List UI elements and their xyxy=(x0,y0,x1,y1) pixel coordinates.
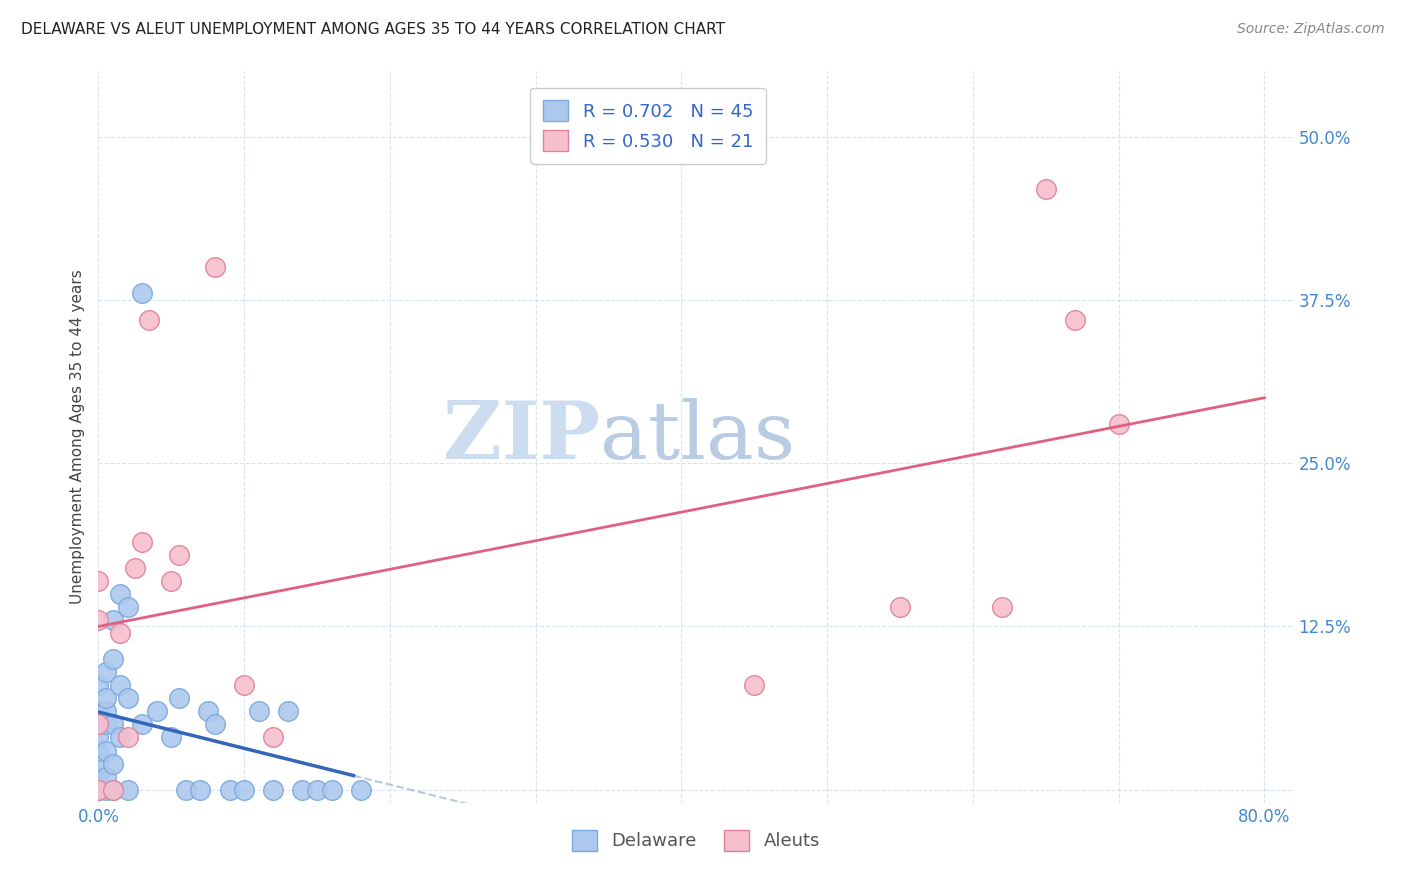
Point xyxy=(305,782,328,797)
Point xyxy=(1035,182,1057,196)
Point xyxy=(1064,312,1087,326)
Point xyxy=(167,548,190,562)
Point xyxy=(110,678,132,692)
Point xyxy=(131,534,153,549)
Text: DELAWARE VS ALEUT UNEMPLOYMENT AMONG AGES 35 TO 44 YEARS CORRELATION CHART: DELAWARE VS ALEUT UNEMPLOYMENT AMONG AGE… xyxy=(21,22,725,37)
Point xyxy=(145,705,167,719)
Point xyxy=(94,717,117,731)
Text: ZIP: ZIP xyxy=(443,398,600,476)
Point xyxy=(87,717,110,731)
Point xyxy=(350,782,373,797)
Point xyxy=(94,691,117,706)
Point xyxy=(87,782,110,797)
Point xyxy=(247,705,270,719)
Point xyxy=(94,770,117,784)
Point xyxy=(110,626,132,640)
Point xyxy=(101,652,124,666)
Point xyxy=(101,717,124,731)
Point xyxy=(131,286,153,301)
Point xyxy=(124,560,146,574)
Point xyxy=(87,743,110,757)
Text: atlas: atlas xyxy=(600,398,796,476)
Point xyxy=(87,756,110,771)
Point xyxy=(117,691,139,706)
Point xyxy=(87,705,110,719)
Point xyxy=(138,312,160,326)
Point xyxy=(321,782,343,797)
Point xyxy=(94,782,117,797)
Point xyxy=(291,782,314,797)
Point xyxy=(160,574,183,588)
Point xyxy=(991,599,1014,614)
Point xyxy=(94,705,117,719)
Point xyxy=(117,731,139,745)
Point xyxy=(233,782,256,797)
Point xyxy=(197,705,219,719)
Point xyxy=(117,782,139,797)
Point xyxy=(262,731,284,745)
Point xyxy=(262,782,284,797)
Point xyxy=(101,782,124,797)
Point xyxy=(167,691,190,706)
Point xyxy=(204,717,226,731)
Point xyxy=(87,782,110,797)
Point xyxy=(889,599,911,614)
Point xyxy=(233,678,256,692)
Point xyxy=(131,717,153,731)
Point xyxy=(190,782,212,797)
Point xyxy=(87,731,110,745)
Point xyxy=(94,743,117,757)
Point xyxy=(174,782,197,797)
Point xyxy=(277,705,299,719)
Point xyxy=(160,731,183,745)
Point xyxy=(87,782,110,797)
Point xyxy=(101,613,124,627)
Text: Source: ZipAtlas.com: Source: ZipAtlas.com xyxy=(1237,22,1385,37)
Point xyxy=(218,782,240,797)
Y-axis label: Unemployment Among Ages 35 to 44 years: Unemployment Among Ages 35 to 44 years xyxy=(69,269,84,605)
Point xyxy=(742,678,765,692)
Point xyxy=(87,678,110,692)
Point xyxy=(94,665,117,680)
Point xyxy=(87,770,110,784)
Point xyxy=(101,756,124,771)
Point xyxy=(204,260,226,275)
Point xyxy=(87,613,110,627)
Point xyxy=(110,587,132,601)
Point xyxy=(87,782,110,797)
Point xyxy=(101,782,124,797)
Point xyxy=(117,599,139,614)
Point xyxy=(1108,417,1130,431)
Point xyxy=(110,731,132,745)
Point xyxy=(87,574,110,588)
Legend: Delaware, Aleuts: Delaware, Aleuts xyxy=(562,821,830,860)
